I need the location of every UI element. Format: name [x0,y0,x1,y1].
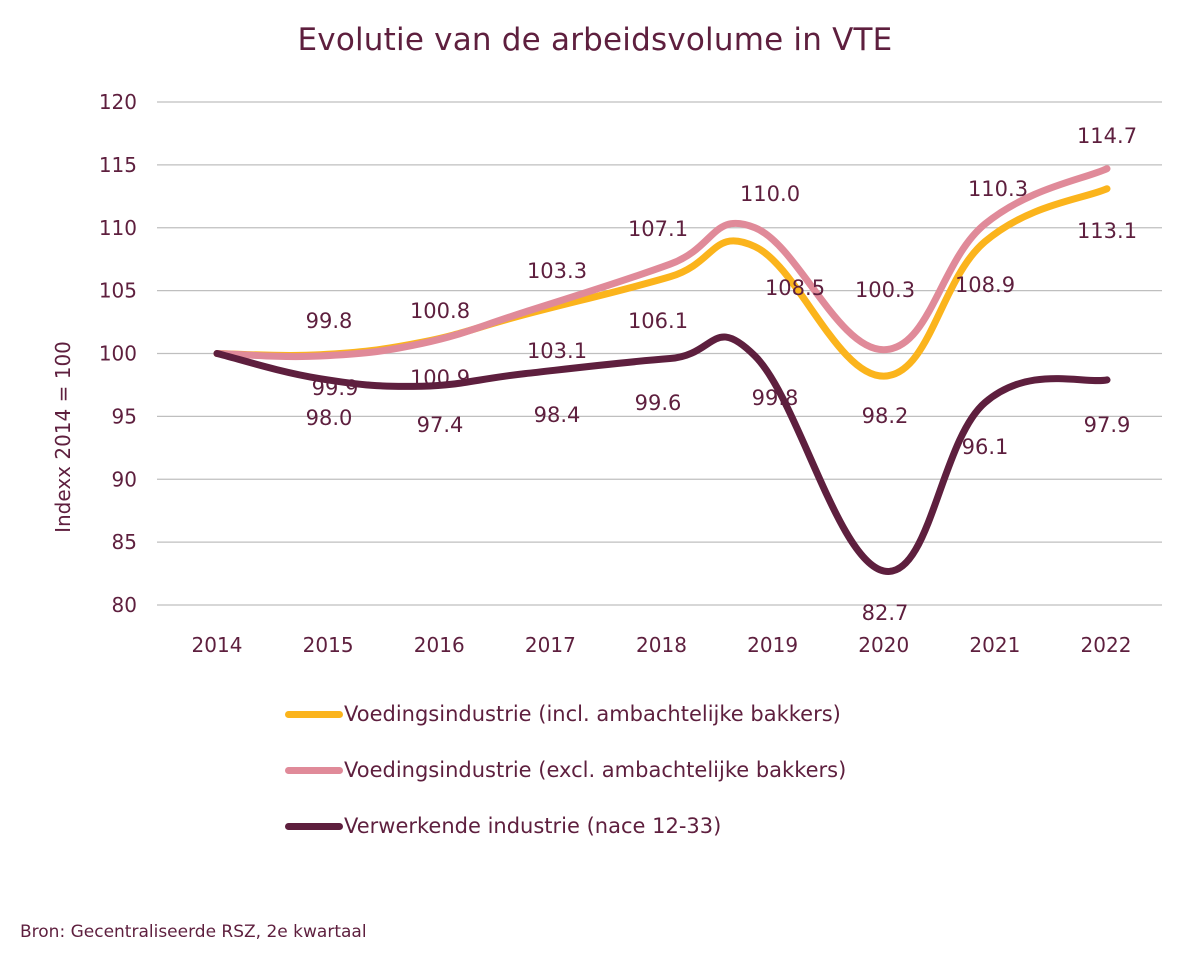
data-label-incl: 98.2 [862,404,909,428]
legend-label-incl: Voedingsindustrie (incl. ambachtelijke b… [344,702,841,726]
data-label-excl: 100.3 [855,278,915,302]
y-axis-label: Indexx 2014 = 100 [51,341,75,533]
line-chart: 120 115 110 105 100 95 90 85 80 Indexx 2014 = 100… [51,90,1162,657]
data-label-excl: 100.8 [410,299,470,323]
data-label-verwerkend: 99.8 [752,386,799,410]
y-tick-label: 105 [99,279,137,303]
data-label-incl: 103.1 [527,339,587,363]
data-label-verwerkend: 99.6 [635,391,682,415]
chart-title: Evolutie van de arbeidsvolume in VTE [297,22,893,58]
x-tick-label: 2015 [303,633,354,657]
series-verwerkend-line [213,333,1111,575]
legend-item-excl[interactable]: Voedingsindustrie (excl. ambachtelijke b… [285,742,846,798]
legend-item-verwerkend[interactable]: Verwerkende industrie (nace 12-33) [285,798,846,854]
y-tick-label: 85 [112,530,137,554]
y-tick-label: 80 [112,593,137,617]
legend-label-verwerkend: Verwerkende industrie (nace 12-33) [344,814,722,838]
data-label-excl: 103.3 [527,259,587,283]
data-label-excl: 110.0 [740,182,800,206]
legend-swatch-verwerkend [285,822,343,830]
data-label-verwerkend: 97.9 [1084,413,1131,437]
x-tick-label: 2014 [192,633,243,657]
data-label-excl: 107.1 [628,217,688,241]
data-label-verwerkend: 82.7 [862,601,909,625]
y-tick-label: 120 [99,90,137,114]
legend-swatch-excl [285,766,343,774]
x-tick-label: 2018 [636,633,687,657]
data-label-verwerkend: 98.4 [534,403,581,427]
x-tick-label: 2020 [858,633,909,657]
x-tick-label: 2022 [1081,633,1132,657]
legend: Voedingsindustrie (incl. ambachtelijke b… [285,686,846,854]
legend-label-excl: Voedingsindustrie (excl. ambachtelijke b… [344,758,847,782]
data-label-excl: 114.7 [1077,124,1137,148]
data-label-verwerkend: 96.1 [962,435,1009,459]
data-label-incl: 106.1 [628,309,688,333]
data-label-verwerkend: 97.4 [417,413,464,437]
series-excl-line [213,165,1111,361]
data-label-incl: 108.9 [955,273,1015,297]
legend-item-incl[interactable]: Voedingsindustrie (incl. ambachtelijke b… [285,686,846,742]
data-label-incl: 108.5 [765,276,825,300]
x-tick-label: 2021 [969,633,1020,657]
y-tick-label: 90 [112,467,137,491]
y-tick-label: 100 [99,342,137,366]
data-label-incl: 100.9 [410,366,470,390]
legend-swatch-incl [285,710,343,718]
x-tick-label: 2019 [747,633,798,657]
data-label-incl: 113.1 [1077,219,1137,243]
data-label-verwerkend: 98.0 [306,406,353,430]
x-tick-label: 2016 [414,633,465,657]
x-tick-label: 2017 [525,633,576,657]
y-tick-label: 110 [99,216,137,240]
y-tick-label: 115 [99,153,137,177]
data-label-excl: 110.3 [968,177,1028,201]
data-label-excl: 99.8 [306,309,353,333]
data-label-incl: 99.9 [312,376,359,400]
y-tick-label: 95 [112,404,137,428]
source-note: Bron: Gecentraliseerde RSZ, 2e kwartaal [20,922,367,942]
